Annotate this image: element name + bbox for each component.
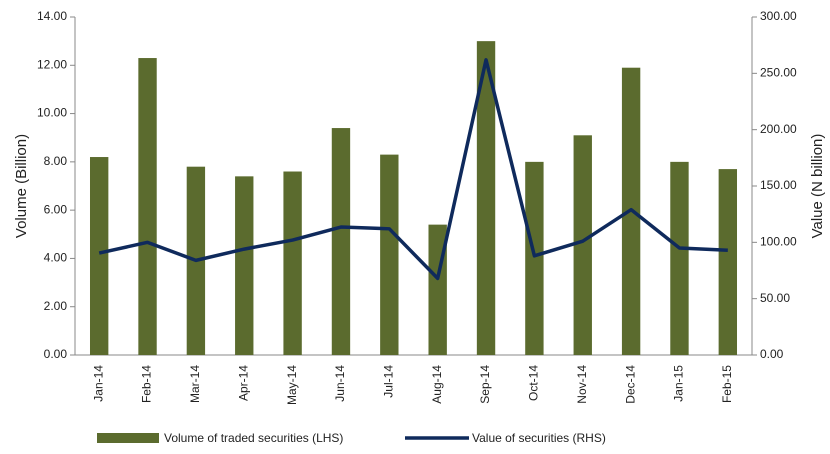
y2-tick-label: 250.00	[760, 66, 797, 80]
legend-label: Value of securities (RHS)	[472, 431, 606, 445]
y2-tick-label: 300.00	[760, 9, 797, 23]
bar	[718, 169, 738, 355]
bar	[235, 176, 254, 355]
y2-axis-title: Value (N billion)	[809, 134, 826, 239]
y-tick-label: 12.00	[37, 57, 67, 71]
x-tick-label: Jan-14	[91, 365, 105, 402]
x-tick-label: Feb-14	[140, 365, 154, 403]
y2-tick-label: 0.00	[760, 347, 784, 361]
y2-tick-label: 150.00	[760, 178, 797, 192]
x-tick-label: Apr-14	[236, 365, 250, 401]
line	[98, 58, 728, 281]
bar	[476, 41, 496, 356]
y-tick-label: 8.00	[44, 154, 68, 168]
x-tick-label: Jul-14	[381, 365, 395, 398]
x-tick-label: Aug-14	[430, 365, 444, 404]
x-tick-label: Nov-14	[575, 365, 589, 404]
bar	[525, 161, 544, 355]
legend-label: Volume of traded securities (LHS)	[164, 431, 343, 445]
bar	[89, 157, 109, 355]
bar	[331, 128, 351, 355]
bar	[283, 171, 302, 355]
y-tick-label: 2.00	[44, 299, 68, 313]
bar	[573, 135, 592, 355]
x-tick-label: Jan-15	[672, 365, 686, 402]
x-tick-label: Dec-14	[623, 365, 637, 404]
x-tick-label: Sep-14	[478, 365, 492, 404]
bar	[138, 58, 157, 356]
y-tick-label: 4.00	[44, 251, 68, 265]
x-tick-label: Oct-14	[527, 365, 541, 401]
x-tick-label: Jun-14	[333, 365, 347, 402]
x-tick-label: May-14	[285, 365, 299, 405]
y-tick-label: 14.00	[37, 9, 67, 23]
bar	[670, 161, 689, 355]
y-tick-label: 6.00	[44, 202, 68, 216]
y2-tick-label: 200.00	[760, 122, 797, 136]
y2-tick-label: 100.00	[760, 235, 797, 249]
y-tick-label: 10.00	[37, 106, 67, 120]
legend-swatch	[97, 433, 159, 443]
y2-tick-label: 50.00	[760, 291, 790, 305]
y-axis-title: Volume (Billion)	[13, 134, 30, 238]
x-tick-label: Mar-14	[188, 365, 202, 403]
y-tick-label: 0.00	[44, 347, 68, 361]
x-tick-label: Feb-15	[720, 365, 734, 403]
bar	[380, 154, 399, 355]
